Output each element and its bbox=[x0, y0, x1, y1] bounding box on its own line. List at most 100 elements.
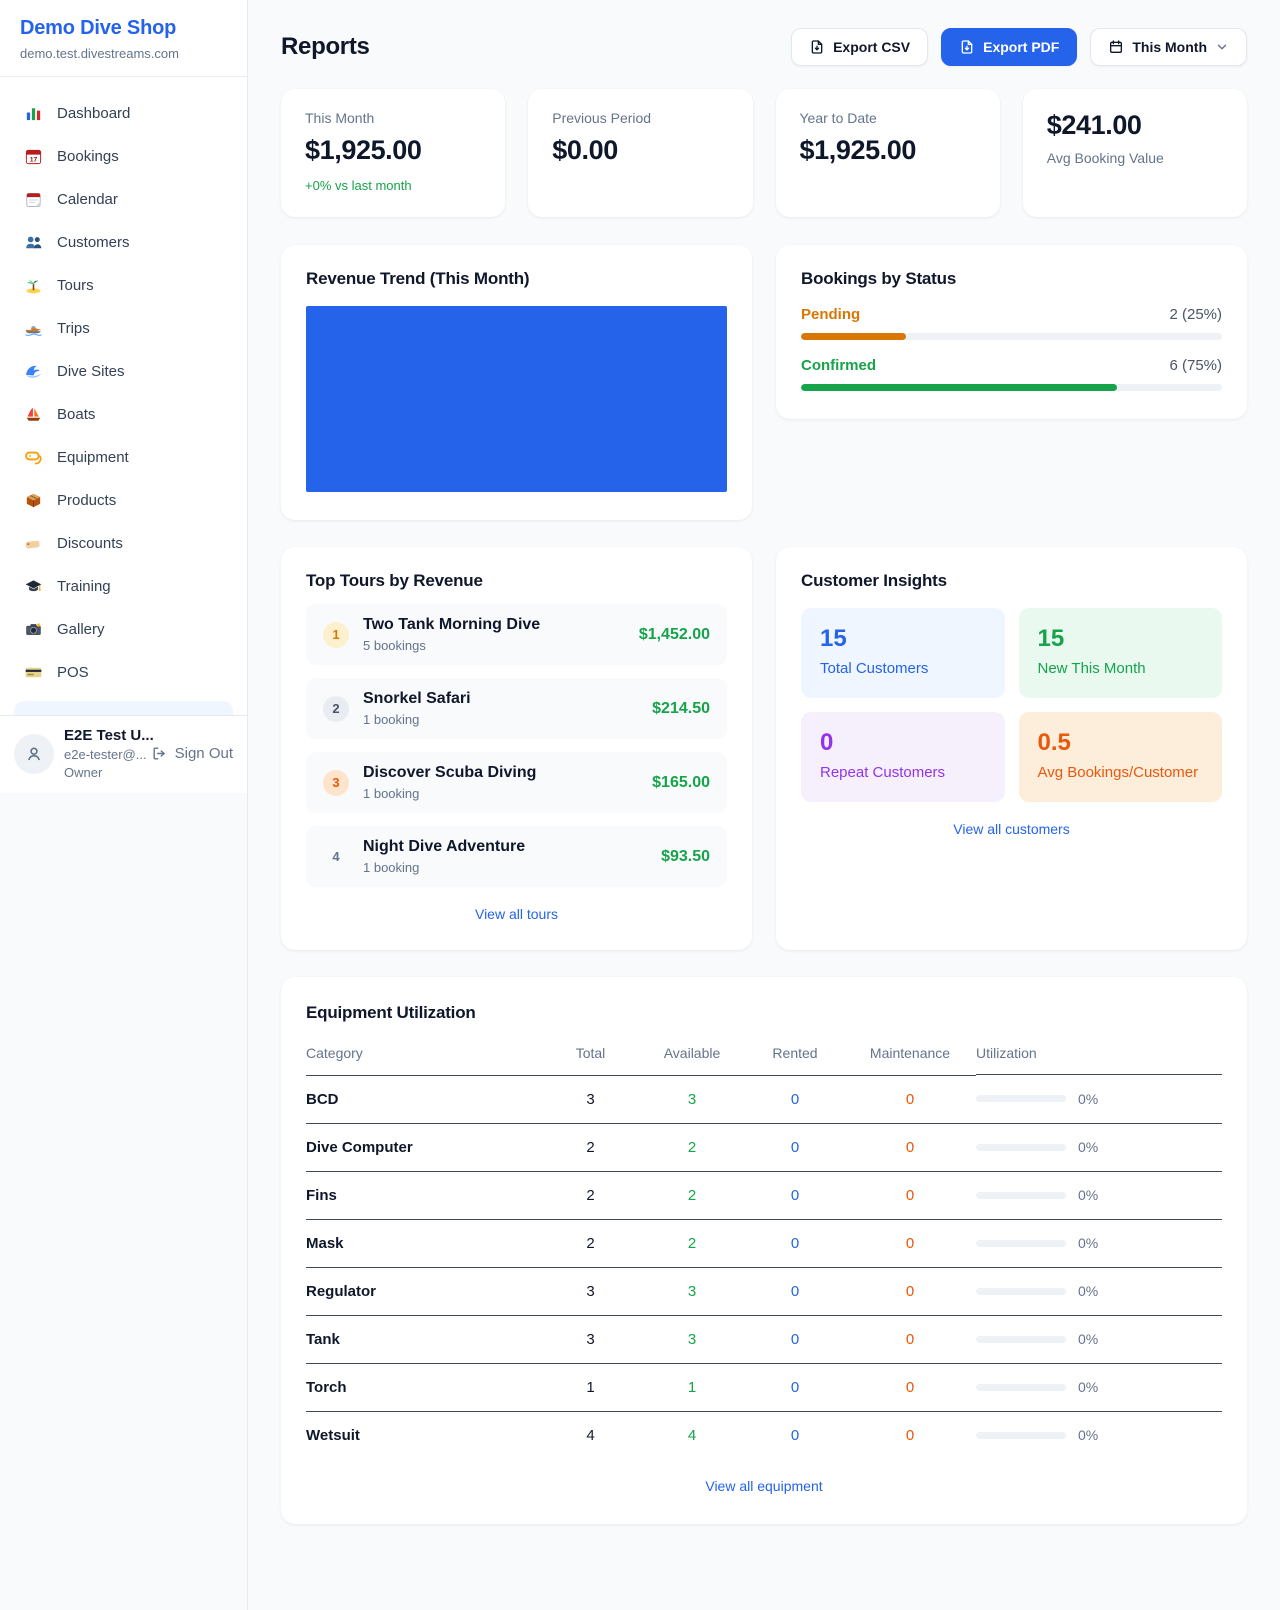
tour-name: Night Dive Adventure bbox=[363, 838, 526, 855]
shop-title[interactable]: Demo Dive Shop bbox=[20, 17, 177, 39]
sidebar-item-discounts[interactable]: Discounts bbox=[0, 522, 247, 565]
cell-category: Dive Computer bbox=[306, 1123, 543, 1172]
cell-maintenance: 0 bbox=[844, 1315, 976, 1364]
utilization-percent: 0% bbox=[1078, 1283, 1099, 1299]
cell-total: 2 bbox=[543, 1171, 638, 1220]
utilization-bar bbox=[976, 1239, 1066, 1247]
top-tours-card: Top Tours by Revenue 1 Two Tank Morning … bbox=[281, 547, 752, 950]
tour-row[interactable]: 3 Discover Scuba Diving 1 booking $165.0… bbox=[306, 752, 727, 813]
cell-rented: 0 bbox=[746, 1171, 844, 1220]
graduation-cap-icon bbox=[24, 577, 43, 596]
svg-text:17: 17 bbox=[30, 157, 38, 164]
progress-fill bbox=[801, 333, 907, 340]
stat-value: $241.00 bbox=[1046, 110, 1142, 140]
export-csv-button[interactable]: Export CSV bbox=[791, 28, 929, 66]
stat-value: $1,925.00 bbox=[799, 135, 917, 165]
stat-delta: +0% vs last month bbox=[305, 178, 412, 193]
tour-bookings: 1 booking bbox=[363, 786, 420, 801]
cell-rented: 0 bbox=[746, 1123, 844, 1172]
sidebar-item-boats[interactable]: Boats bbox=[0, 393, 247, 436]
utilization-percent: 0% bbox=[1078, 1139, 1099, 1155]
sidebar-item-label: Bookings bbox=[57, 148, 119, 165]
cell-category: Torch bbox=[306, 1363, 543, 1412]
sidebar-item-dive-sites[interactable]: Dive Sites bbox=[0, 350, 247, 393]
cell-rented: 0 bbox=[746, 1315, 844, 1364]
period-selector[interactable]: This Month bbox=[1090, 28, 1247, 66]
cell-available: 4 bbox=[687, 1426, 697, 1444]
tour-amount: $93.50 bbox=[661, 847, 710, 865]
cell-maintenance: 0 bbox=[844, 1075, 976, 1124]
sidebar-item-label: Trips bbox=[57, 320, 90, 337]
cell-total: 2 bbox=[543, 1219, 638, 1268]
sidebar-item-tours[interactable]: Tours bbox=[0, 264, 247, 307]
sidebar-item-equipment[interactable]: Equipment bbox=[0, 436, 247, 479]
sidebar-item-label: Dashboard bbox=[57, 105, 131, 122]
tour-row[interactable]: 1 Two Tank Morning Dive 5 bookings $1,45… bbox=[306, 604, 727, 665]
sidebar-item-pos[interactable]: POS bbox=[0, 651, 247, 694]
tour-row[interactable]: 4 Night Dive Adventure 1 booking $93.50 bbox=[306, 826, 727, 887]
status-label: Confirmed bbox=[801, 357, 876, 374]
equipment-table: Category Total Available Rented Maintena… bbox=[306, 1036, 1222, 1459]
sidebar-item-label: Gallery bbox=[57, 621, 105, 638]
revenue-trend-title: Revenue Trend (This Month) bbox=[306, 269, 530, 288]
stat-label: This Month bbox=[305, 110, 375, 126]
utilization-percent: 0% bbox=[1078, 1187, 1099, 1203]
progress-fill bbox=[801, 384, 1117, 391]
sailboat-icon bbox=[24, 405, 43, 424]
sidebar-item-trips[interactable]: Trips bbox=[0, 307, 247, 350]
sign-out-button[interactable]: Sign Out bbox=[151, 745, 233, 762]
view-all-customers-link[interactable]: View all customers bbox=[953, 821, 1070, 837]
utilization-percent: 0% bbox=[1078, 1235, 1099, 1251]
stat-card-avg-booking-value: $241.00 Avg Booking Value bbox=[1022, 89, 1247, 217]
sidebar-item-products[interactable]: Products bbox=[0, 479, 247, 522]
sidebar-item-dashboard[interactable]: Dashboard bbox=[0, 92, 247, 135]
insight-label: Avg Bookings/Customer bbox=[1037, 764, 1199, 781]
insight-tile-avg-bookings: 0.5 Avg Bookings/Customer bbox=[1018, 712, 1222, 802]
sidebar-item-bookings[interactable]: 17 Bookings bbox=[0, 135, 247, 178]
cell-total: 3 bbox=[543, 1315, 638, 1364]
cell-total: 3 bbox=[543, 1075, 638, 1124]
cell-total: 2 bbox=[543, 1123, 638, 1172]
cell-total: 3 bbox=[543, 1267, 638, 1316]
package-icon bbox=[24, 491, 43, 510]
sidebar-item-customers[interactable]: Customers bbox=[0, 221, 247, 264]
sidebar-item-reports-selected[interactable] bbox=[14, 701, 233, 715]
tour-name: Discover Scuba Diving bbox=[363, 764, 537, 781]
progress-track bbox=[801, 333, 1222, 340]
utilization-bar bbox=[976, 1287, 1066, 1295]
people-icon bbox=[24, 233, 43, 252]
user-role: Owner bbox=[64, 765, 103, 780]
cell-maintenance: 0 bbox=[844, 1123, 976, 1172]
insight-tile-repeat-customers: 0 Repeat Customers bbox=[801, 712, 1005, 802]
table-row: Torch 1 1 0 0 0% bbox=[306, 1363, 1222, 1412]
utilization-bar bbox=[976, 1383, 1066, 1391]
view-all-equipment-link[interactable]: View all equipment bbox=[705, 1477, 823, 1494]
sidebar-item-gallery[interactable]: Gallery bbox=[0, 608, 247, 651]
dive-mask-icon bbox=[24, 448, 43, 467]
insight-value: 0.5 bbox=[1037, 729, 1071, 756]
insight-label: Total Customers bbox=[820, 660, 929, 677]
stat-card-previous-period: Previous Period $0.00 bbox=[528, 89, 753, 217]
period-selector-label: This Month bbox=[1132, 39, 1207, 55]
user-panel: E2E Test U... e2e-tester@... Owner Sign … bbox=[0, 715, 247, 793]
insight-tile-new-this-month: 15 New This Month bbox=[1018, 608, 1222, 698]
utilization-bar bbox=[976, 1191, 1066, 1199]
sidebar-item-label: Boats bbox=[57, 406, 96, 423]
tour-row[interactable]: 2 Snorkel Safari 1 booking $214.50 bbox=[306, 678, 727, 739]
utilization-percent: 0% bbox=[1078, 1090, 1099, 1107]
customer-insights-title: Customer Insights bbox=[801, 571, 947, 590]
cell-available: 3 bbox=[638, 1075, 746, 1124]
shop-domain: demo.test.divestreams.com bbox=[20, 46, 179, 61]
status-row-confirmed: Confirmed 6 (75%) bbox=[801, 357, 1222, 391]
sidebar-item-label: Discounts bbox=[57, 535, 123, 552]
sidebar-item-calendar[interactable]: Calendar bbox=[0, 178, 247, 221]
view-all-tours-link[interactable]: View all tours bbox=[474, 906, 558, 922]
customer-insights-card: Customer Insights 15 Total Customers 15 … bbox=[776, 547, 1247, 950]
sidebar-item-label: POS bbox=[57, 664, 89, 681]
stat-card-this-month: This Month $1,925.00 +0% vs last month bbox=[281, 89, 506, 217]
sidebar-item-training[interactable]: Training bbox=[0, 565, 247, 608]
cell-total: 1 bbox=[543, 1363, 638, 1412]
cell-maintenance: 0 bbox=[844, 1219, 976, 1268]
export-pdf-button[interactable]: Export PDF bbox=[941, 28, 1078, 66]
tour-name: Snorkel Safari bbox=[363, 690, 471, 707]
